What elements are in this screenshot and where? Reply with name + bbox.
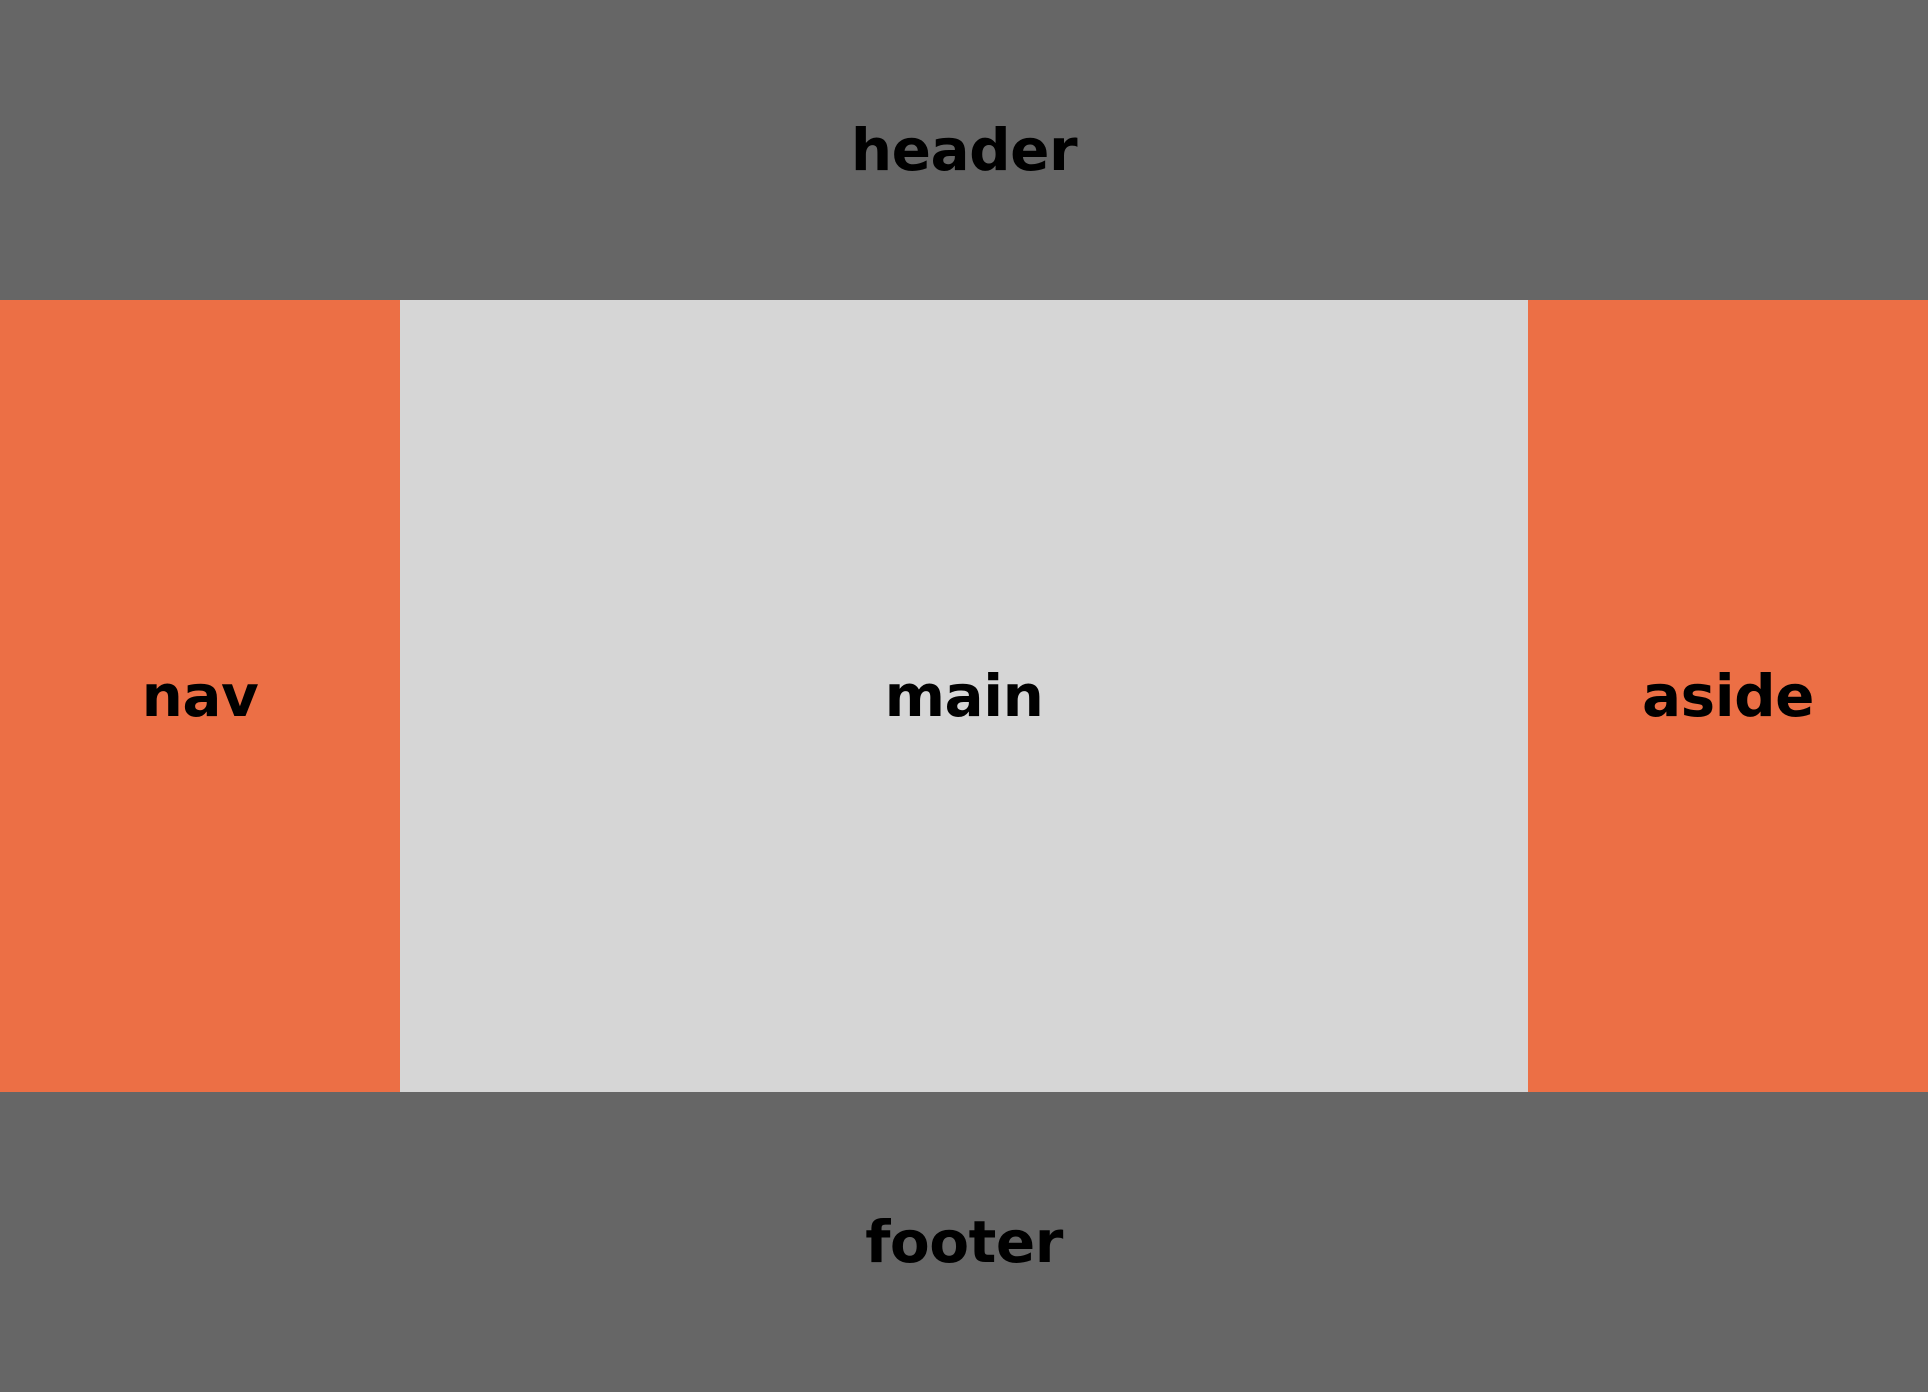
aside-region: aside [1528,300,1928,1092]
nav-region: nav [0,300,400,1092]
footer-region: footer [0,1092,1928,1392]
header-region: header [0,0,1928,300]
nav-label: nav [141,662,259,730]
main-region: main [400,300,1528,1092]
main-label: main [884,662,1044,730]
header-label: header [850,116,1078,184]
aside-label: aside [1642,662,1814,730]
footer-label: footer [865,1208,1063,1276]
